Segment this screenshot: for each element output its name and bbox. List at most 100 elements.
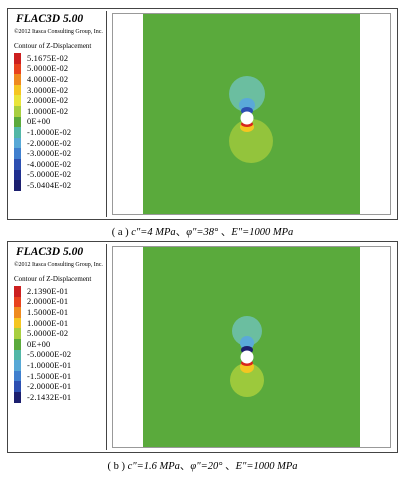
legend-label: -4.0000E-02 [27,159,72,169]
software-title: FLAC3D 5.00 [16,246,84,258]
legend-entry: 1.5000E-01 [14,307,71,318]
legend-swatch [14,74,21,85]
legend-swatch [14,158,21,170]
legend-swatch [14,338,21,350]
legend-label: -1.0000E-02 [27,127,72,137]
figure-panel-b: FLAC3D 5.00 ©2012 Itasca Consulting Grou… [7,241,398,453]
legend-entry: -5.0000E-02 [14,349,72,361]
contour-lower-outer [230,363,264,397]
legend-entry: 2.0000E-02 [14,95,71,106]
legend-swatch [14,105,21,117]
legend-entry: -1.0000E-01 [14,360,71,371]
contour-plot-svg [143,247,360,447]
legend-swatch [14,63,21,75]
legend-swatch [14,148,21,159]
legend-swatch [14,296,21,308]
legend-swatch [14,317,21,329]
legend-label: -5.0000E-02 [27,170,72,180]
legend-box: FLAC3D 5.00 ©2012 Itasca Consulting Grou… [10,11,107,217]
caption-modulus: E"=1000 MPa [231,227,294,238]
legend-entry: -4.0000E-02 [14,158,72,170]
legend-swatch [14,349,21,361]
legend-swatch [14,95,21,106]
figure-panel-a: FLAC3D 5.00 ©2012 Itasca Consulting Grou… [7,8,398,220]
legend-rows: 2.1390E-01 2.0000E-01 1.5000E-01 1.0000E-01… [14,286,71,403]
legend-label: -5.0404E-02 [27,180,72,190]
legend-label: 1.0000E-02 [27,106,69,116]
caption-separator: 、 [222,461,236,472]
legend-label: -1.5000E-01 [27,371,72,381]
legend-swatch [14,286,21,297]
legend-label: -2.0000E-01 [27,382,72,392]
legend-label: -1.0000E-01 [27,360,72,370]
tunnel-opening [240,350,254,364]
legend-entry: -2.1432E-01 [14,391,72,403]
legend-entry: -2.0000E-02 [14,137,71,149]
caption-separator: 、 [175,227,187,238]
legend-entry: 2.1390E-01 [14,286,71,297]
contour-upper-mid [240,336,254,350]
legend-label: -3.0000E-02 [27,149,72,159]
caption-modulus: E"=1000 MPa [235,461,298,472]
contour-plot-svg [143,14,360,214]
software-title: FLAC3D 5.00 [16,13,84,25]
legend-swatch [14,137,21,149]
caption-cohesion: c"=1.6 MPa [127,461,180,472]
caption-b: ( b ) c"=1.6 MPa、φ"=20° 、E"=1000 MPa [0,458,405,473]
legend-label: 4.0000E-02 [27,74,69,84]
legend-entry: 2.0000E-01 [14,296,71,308]
caption-separator: 、 [218,227,232,238]
legend-entry: -5.0404E-02 [14,180,71,191]
caption-label: ( b ) [107,461,125,472]
legend-label: 2.1390E-01 [27,286,69,296]
legend-swatch [14,370,21,382]
legend-entry: 1.0000E-01 [14,317,71,329]
legend-swatch [14,381,21,392]
legend-rows: 5.1675E-02 5.0000E-02 4.0000E-02 3.0000E-02… [14,53,71,191]
contour-upper-outer [232,316,262,346]
caption-cohesion: c"=4 MPa [131,227,176,238]
legend-swatch [14,328,21,339]
legend-label: 5.0000E-02 [27,64,69,74]
legend-entry: -3.0000E-02 [14,148,71,159]
legend-swatch [14,391,21,403]
caption-friction-angle: φ"=38° [186,227,219,238]
legend-label: 1.0000E-01 [27,318,69,328]
legend-entry: -1.5000E-01 [14,370,72,382]
legend-entry: -2.0000E-01 [14,381,71,392]
legend-swatch [14,84,21,96]
legend-label: 3.0000E-02 [27,85,69,95]
legend-label: 2.0000E-01 [27,297,69,307]
caption-a: ( a ) c"=4 MPa、φ"=38° 、E"=1000 MPa [0,224,405,239]
copyright-text: ©2012 Itasca Consulting Group, Inc. [14,262,103,268]
tunnel-opening [240,111,254,125]
legend-swatch [14,307,21,318]
contour-plot [112,246,391,448]
legend-swatch [14,116,21,128]
caption-friction-angle: φ"=20° [190,461,223,472]
legend-label: 0E+00 [27,117,51,127]
legend-label: 1.5000E-01 [27,307,69,317]
legend-swatch [14,169,21,181]
legend-entry: 5.1675E-02 [14,53,71,64]
legend-label: 5.1675E-02 [27,53,69,63]
legend-label: 0E+00 [27,339,51,349]
caption-label: ( a ) [111,227,129,238]
legend-swatch [14,180,21,191]
legend-swatch [14,53,21,64]
legend-label: 5.0000E-02 [27,329,69,339]
contour-title: Contour of Z-Displacement [14,275,92,283]
legend-entry: 0E+00 [14,116,71,128]
legend-swatch [14,360,21,371]
copyright-text: ©2012 Itasca Consulting Group, Inc. [14,29,103,35]
contour-lower-outer [229,119,273,163]
contour-plot [112,13,391,215]
contour-upper-outer [229,76,265,112]
legend-label: 2.0000E-02 [27,96,69,106]
legend-entry: 3.0000E-02 [14,84,71,96]
legend-label: -5.0000E-02 [27,350,72,360]
legend-entry: 5.0000E-02 [14,63,71,75]
legend-entry: 1.0000E-02 [14,105,71,117]
legend-label: -2.1432E-01 [27,392,72,402]
caption-separator: 、 [179,461,191,472]
